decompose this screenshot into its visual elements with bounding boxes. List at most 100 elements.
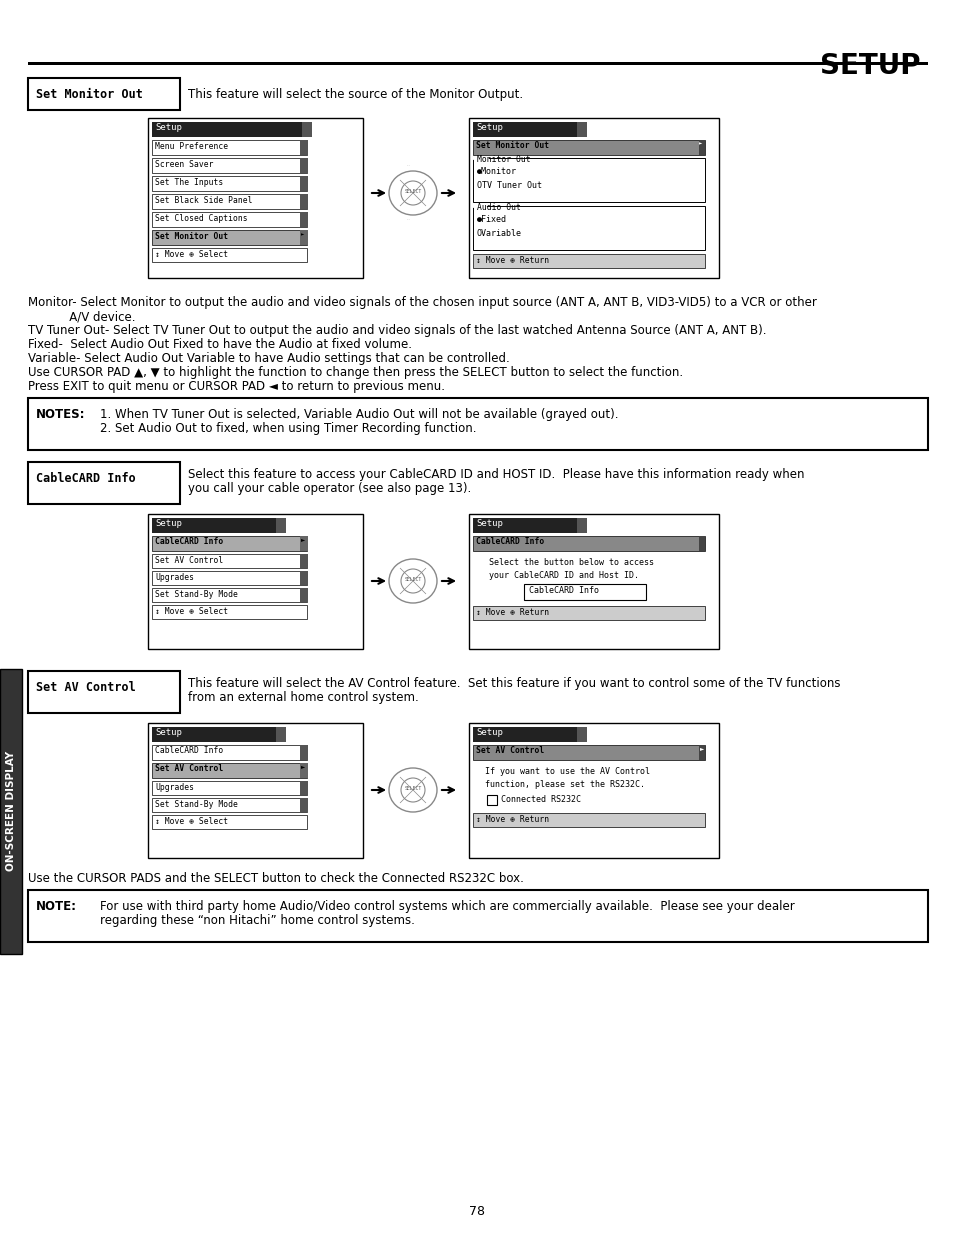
Text: SELECT: SELECT — [405, 577, 422, 582]
Bar — [28, 78, 180, 110]
Text: ►: ► — [699, 141, 701, 146]
Text: Set Stand-By Mode: Set Stand-By Mode — [154, 800, 237, 809]
Text: ↕ Move ⊕ Return: ↕ Move ⊕ Return — [476, 608, 549, 618]
Text: Set Monitor Out: Set Monitor Out — [476, 141, 549, 149]
Text: Use CURSOR PAD ▲, ▼ to highlight the function to change then press the SELECT bu: Use CURSOR PAD ▲, ▼ to highlight the fun… — [28, 366, 682, 379]
Text: Variable- Select Audio Out Variable to have Audio settings that can be controlle: Variable- Select Audio Out Variable to h… — [28, 352, 509, 366]
Text: ►: ► — [301, 764, 305, 769]
Circle shape — [400, 182, 424, 205]
Text: This feature will select the source of the Monitor Output.: This feature will select the source of t… — [188, 88, 522, 101]
Text: CableCARD Info: CableCARD Info — [529, 585, 598, 595]
Text: Monitor Out: Monitor Out — [476, 156, 530, 164]
Bar — [299, 230, 308, 245]
Text: Set AV Control: Set AV Control — [154, 556, 223, 564]
Text: CableCARD Info: CableCARD Info — [154, 746, 223, 755]
Ellipse shape — [389, 170, 436, 215]
Text: from an external home control system.: from an external home control system. — [188, 692, 418, 704]
Bar — [152, 763, 307, 778]
Text: SELECT: SELECT — [405, 785, 422, 790]
Text: Setup: Setup — [476, 124, 502, 132]
Text: function, please set the RS232C.: function, please set the RS232C. — [484, 781, 644, 789]
Text: Set Closed Captions: Set Closed Captions — [154, 214, 248, 224]
Text: ...: ... — [407, 163, 411, 167]
Text: Set AV Control: Set AV Control — [154, 764, 223, 773]
Text: ●Monitor: ●Monitor — [476, 167, 517, 177]
Bar — [299, 555, 308, 568]
Bar — [148, 514, 363, 650]
Text: ...: ... — [407, 217, 411, 221]
Bar — [299, 571, 308, 585]
Text: Setup: Setup — [154, 519, 182, 529]
Text: Setup: Setup — [476, 519, 502, 529]
Bar — [152, 815, 307, 829]
Bar — [469, 514, 719, 650]
Bar — [152, 158, 307, 173]
Bar — [28, 62, 927, 65]
Bar — [473, 727, 582, 742]
Text: Setup: Setup — [154, 124, 182, 132]
Bar — [152, 212, 307, 227]
Text: SETUP: SETUP — [820, 52, 920, 80]
Bar — [152, 727, 282, 742]
Bar — [152, 605, 307, 619]
Text: If you want to use the AV Control: If you want to use the AV Control — [484, 767, 649, 776]
Text: Set Black Side Panel: Set Black Side Panel — [154, 196, 253, 205]
Bar — [152, 122, 307, 137]
Bar — [299, 212, 308, 227]
Text: Set AV Control: Set AV Control — [36, 680, 135, 694]
Bar — [699, 536, 704, 551]
Text: CableCARD Info: CableCARD Info — [154, 537, 223, 546]
Bar — [28, 398, 927, 450]
Bar — [148, 722, 363, 858]
Text: ↕ Move ⊕ Select: ↕ Move ⊕ Select — [154, 818, 228, 826]
Text: ►: ► — [301, 232, 304, 237]
Text: OVariable: OVariable — [476, 228, 521, 238]
Text: Upgrades: Upgrades — [154, 783, 193, 792]
Ellipse shape — [389, 768, 436, 811]
Bar — [577, 517, 586, 534]
Bar — [152, 536, 307, 551]
Bar — [473, 158, 704, 203]
Bar — [275, 517, 286, 534]
Text: Fixed-  Select Audio Out Fixed to have the Audio at fixed volume.: Fixed- Select Audio Out Fixed to have th… — [28, 338, 412, 351]
Bar — [152, 571, 307, 585]
Bar — [469, 722, 719, 858]
Bar — [152, 230, 307, 245]
Bar — [152, 555, 307, 568]
Bar — [473, 813, 704, 827]
Text: ↕ Move ⊕ Return: ↕ Move ⊕ Return — [476, 256, 549, 266]
Bar — [473, 254, 704, 268]
Bar — [473, 536, 704, 551]
Bar — [577, 727, 586, 742]
Bar — [152, 177, 307, 191]
Text: your CableCARD ID and Host ID.: your CableCARD ID and Host ID. — [489, 571, 639, 580]
Bar — [473, 206, 704, 249]
Bar — [473, 122, 582, 137]
Bar — [473, 517, 582, 534]
Text: Select this feature to access your CableCARD ID and HOST ID.  Please have this i: Select this feature to access your Cable… — [188, 468, 803, 480]
Bar — [577, 122, 586, 137]
Bar — [299, 158, 308, 173]
Bar — [28, 890, 927, 942]
Text: NOTES:: NOTES: — [36, 408, 86, 421]
Text: Press EXIT to quit menu or CURSOR PAD ◄ to return to previous menu.: Press EXIT to quit menu or CURSOR PAD ◄ … — [28, 380, 444, 393]
Bar — [148, 119, 363, 278]
Text: Connected RS232C: Connected RS232C — [500, 795, 580, 804]
Bar — [152, 517, 282, 534]
Text: ↕ Move ⊕ Return: ↕ Move ⊕ Return — [476, 815, 549, 824]
Text: SELECT: SELECT — [405, 189, 422, 194]
Bar — [0, 669, 22, 953]
Text: ●Fixed: ●Fixed — [476, 215, 506, 224]
Text: Setup: Setup — [476, 727, 502, 737]
Text: Set Monitor Out: Set Monitor Out — [36, 88, 143, 101]
Circle shape — [400, 778, 424, 802]
Bar — [473, 140, 704, 156]
Circle shape — [400, 569, 424, 593]
Bar — [473, 745, 704, 760]
Text: regarding these “non Hitachi” home control systems.: regarding these “non Hitachi” home contr… — [100, 914, 415, 927]
Bar — [275, 727, 286, 742]
Text: Monitor- Select Monitor to output the audio and video signals of the chosen inpu: Monitor- Select Monitor to output the au… — [28, 296, 816, 309]
Bar — [523, 584, 645, 600]
Text: Setup: Setup — [154, 727, 182, 737]
Text: ON-SCREEN DISPLAY: ON-SCREEN DISPLAY — [6, 751, 16, 871]
